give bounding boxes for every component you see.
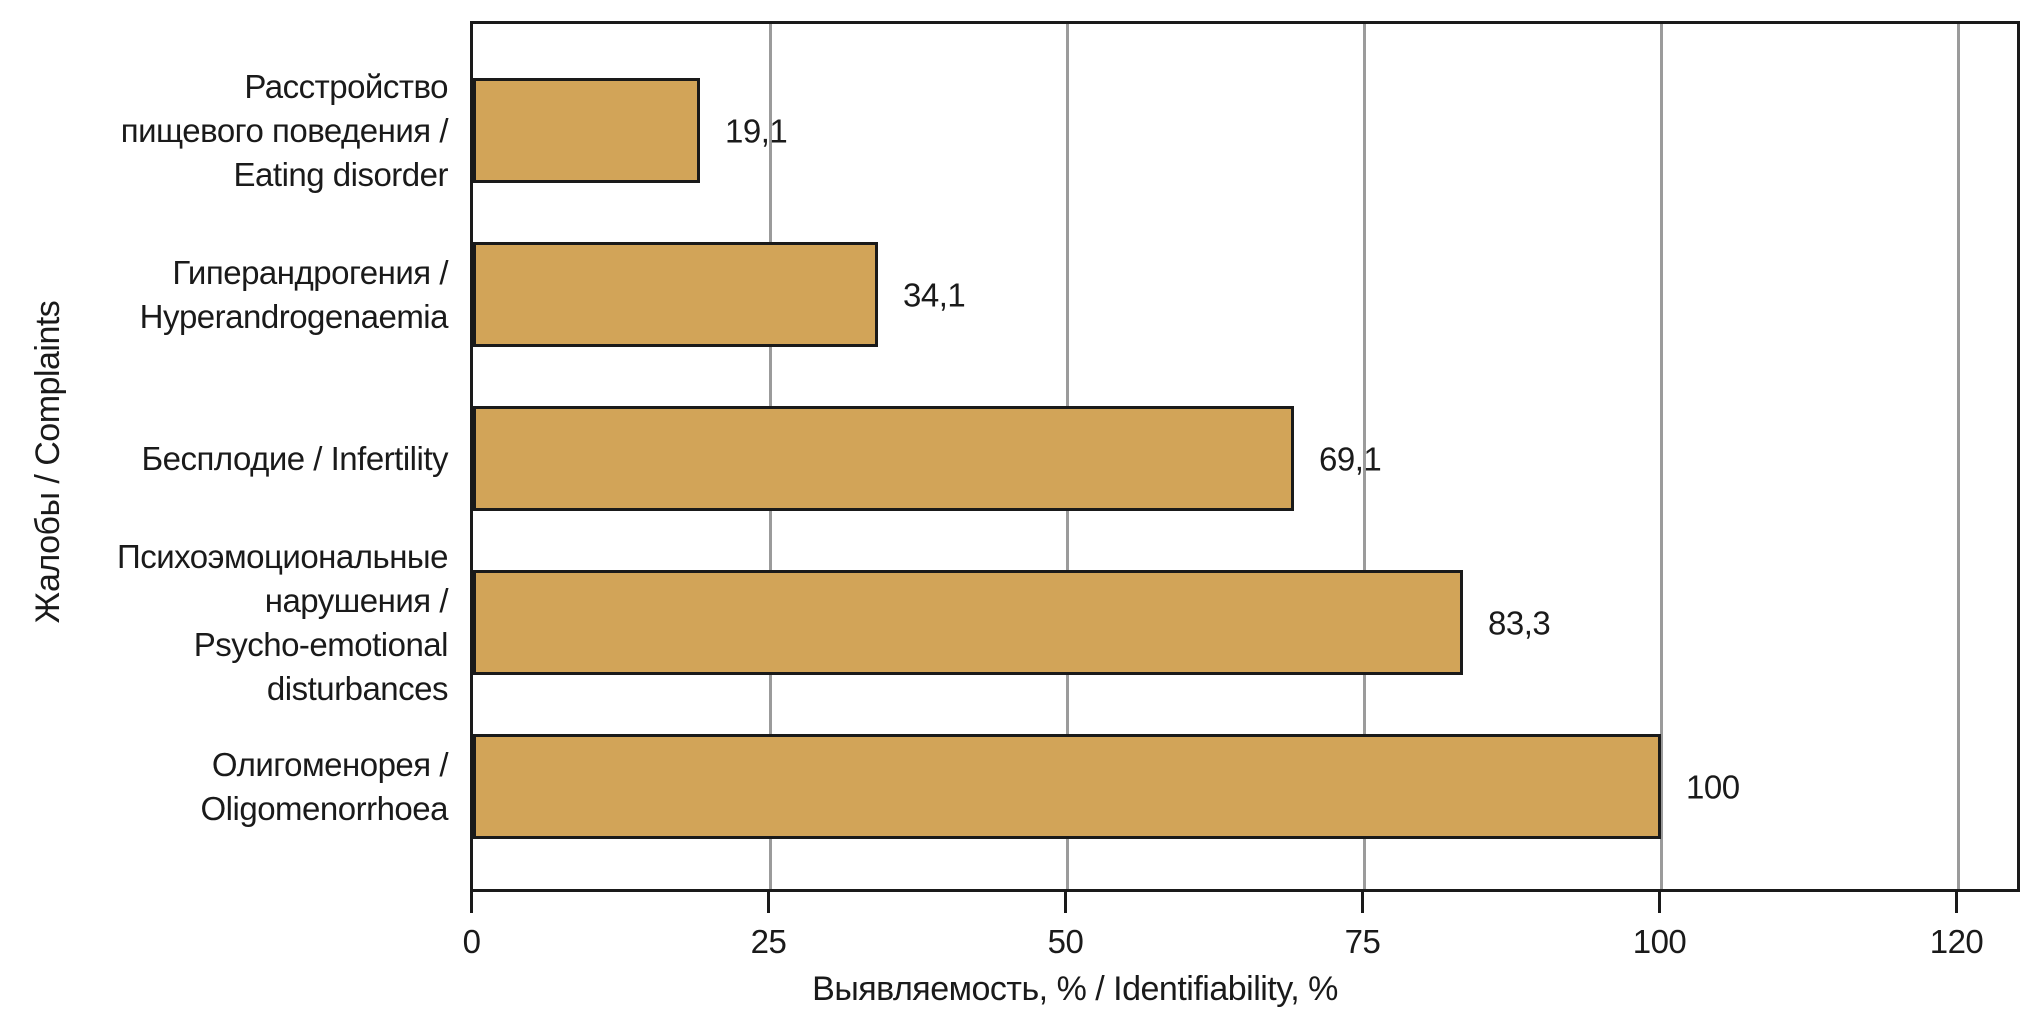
x-axis-tick-label: 100 bbox=[1632, 923, 1687, 960]
bar-value-label: 69,1 bbox=[1319, 440, 1382, 477]
bar bbox=[473, 734, 1661, 839]
category-label: Расстройство пищевого поведения / Eating d… bbox=[120, 67, 449, 193]
bar-value-label: 19,1 bbox=[725, 112, 788, 149]
bar bbox=[473, 242, 878, 347]
x-axis-tick bbox=[1658, 889, 1661, 913]
x-axis-tick-label: 0 bbox=[462, 923, 481, 960]
x-axis-tick bbox=[470, 889, 473, 913]
bar bbox=[473, 78, 700, 183]
category-label: Олигоменорея / Oligomenorrhoea bbox=[200, 745, 449, 827]
x-axis-tick bbox=[1064, 889, 1067, 913]
category-label: Бесплодие / Infertility bbox=[141, 439, 448, 477]
x-axis-tick bbox=[1361, 889, 1364, 913]
bar-value-label: 83,3 bbox=[1488, 604, 1551, 641]
x-axis-title: Выявляемость, % / Identifiability, % bbox=[812, 970, 1338, 1008]
gridline bbox=[1363, 24, 1366, 889]
x-axis-tick-label: 25 bbox=[750, 923, 787, 960]
bar-value-label: 34,1 bbox=[903, 276, 966, 313]
x-axis-tick-label: 120 bbox=[1929, 923, 1984, 960]
gridline bbox=[1957, 24, 1960, 889]
x-axis-tick-label: 50 bbox=[1047, 923, 1084, 960]
category-label: Психоэмоциональные нарушения / Psycho-emot… bbox=[116, 537, 449, 707]
bar bbox=[473, 570, 1463, 675]
bar-value-label: 100 bbox=[1686, 768, 1740, 805]
x-axis-tick-label: 75 bbox=[1344, 923, 1381, 960]
x-axis-tick bbox=[767, 889, 770, 913]
x-axis-tick bbox=[1955, 889, 1958, 913]
bar bbox=[473, 406, 1294, 511]
gridline bbox=[1660, 24, 1663, 889]
plot-area: 19,1 34,1 69,1 83,3 100 bbox=[470, 21, 2020, 892]
category-label: Гиперандрогения / Hyperandrogenaemia bbox=[139, 253, 449, 335]
y-axis-title: Жалобы / Complaints bbox=[29, 300, 67, 624]
